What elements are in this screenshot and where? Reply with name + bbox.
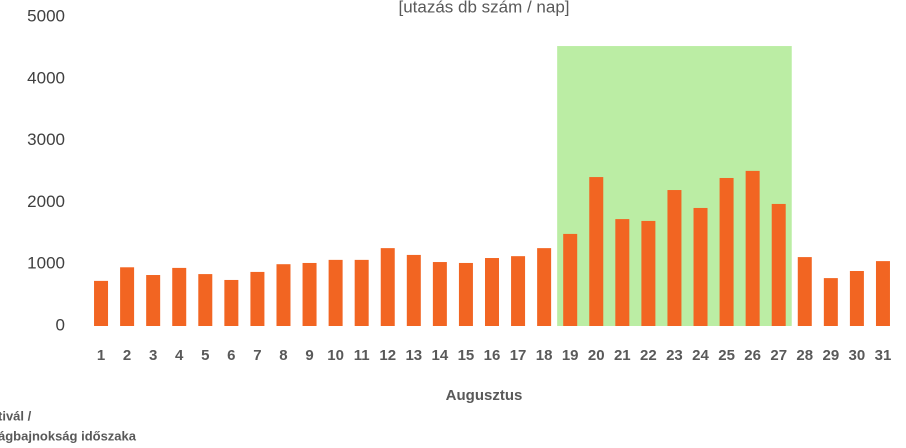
bar	[797, 257, 812, 326]
bar	[485, 258, 499, 326]
bar	[563, 233, 578, 326]
bar	[328, 259, 343, 326]
y-tick-label: 2000	[27, 192, 65, 211]
x-tick-label: 14	[432, 347, 449, 364]
bar	[224, 279, 239, 326]
x-tick-label: 5	[201, 347, 209, 364]
x-tick-label: 19	[562, 347, 579, 364]
x-tick-label: 10	[327, 347, 344, 364]
x-tick-label: 1	[97, 347, 105, 364]
x-tick-label: 20	[588, 347, 605, 364]
legend-text: ágbajnokság időszaka	[0, 428, 137, 443]
bar	[458, 262, 473, 326]
bar	[276, 264, 291, 326]
y-tick-label: 0	[56, 315, 65, 334]
chart-title: [utazás db szám / nap]	[398, 0, 569, 16]
bar	[380, 248, 395, 326]
x-tick-label: 25	[718, 347, 735, 364]
x-tick-label: 18	[536, 347, 553, 364]
bar	[875, 261, 890, 326]
bar	[823, 278, 838, 326]
x-tick-label: 6	[227, 347, 235, 364]
x-tick-label: 4	[175, 347, 184, 364]
bar	[719, 177, 734, 326]
x-tick-label: 7	[253, 347, 261, 364]
x-tick-label: 26	[744, 347, 761, 364]
x-tick-label: 31	[875, 347, 892, 364]
bar	[406, 254, 421, 326]
x-tick-label: 29	[822, 347, 839, 364]
bar	[120, 267, 135, 326]
bar	[745, 170, 760, 326]
bar	[667, 190, 682, 326]
x-tick-label: 2	[123, 347, 131, 364]
x-tick-label: 23	[666, 347, 683, 364]
bar	[250, 271, 265, 326]
x-axis-label: Augusztus	[446, 387, 523, 404]
x-tick-label: 15	[458, 347, 475, 364]
y-tick-label: 1000	[27, 254, 65, 273]
bar	[641, 220, 656, 326]
y-tick-label: 3000	[27, 130, 65, 149]
bar	[354, 259, 369, 326]
bar	[849, 270, 864, 326]
bar	[302, 262, 317, 326]
bar	[615, 219, 630, 326]
bar	[146, 275, 161, 326]
x-tick-label: 9	[305, 347, 313, 364]
bar	[589, 177, 604, 326]
x-tick-label: 21	[614, 347, 631, 364]
x-tick-label: 22	[640, 347, 657, 364]
bar	[432, 262, 447, 326]
x-tick-label: 13	[405, 347, 422, 364]
bar	[771, 203, 786, 326]
x-tick-label: 28	[796, 347, 813, 364]
x-tick-label: 24	[692, 347, 709, 364]
bar	[693, 207, 708, 326]
x-tick-label: 3	[149, 347, 157, 364]
x-tick-label: 12	[379, 347, 396, 364]
legend-text: tivál /	[0, 408, 32, 423]
x-tick-label: 27	[770, 347, 787, 364]
x-tick-label: 17	[510, 347, 527, 364]
x-tick-label: 11	[354, 347, 370, 364]
y-tick-label: 4000	[27, 68, 65, 87]
x-tick-label: 30	[849, 347, 866, 364]
bar	[537, 248, 552, 326]
x-tick-label: 16	[484, 347, 501, 364]
y-tick-label: 5000	[27, 6, 65, 25]
bar	[198, 274, 213, 326]
bar	[511, 256, 526, 326]
bar	[172, 267, 187, 326]
bar	[94, 280, 109, 326]
x-tick-label: 8	[279, 347, 287, 364]
